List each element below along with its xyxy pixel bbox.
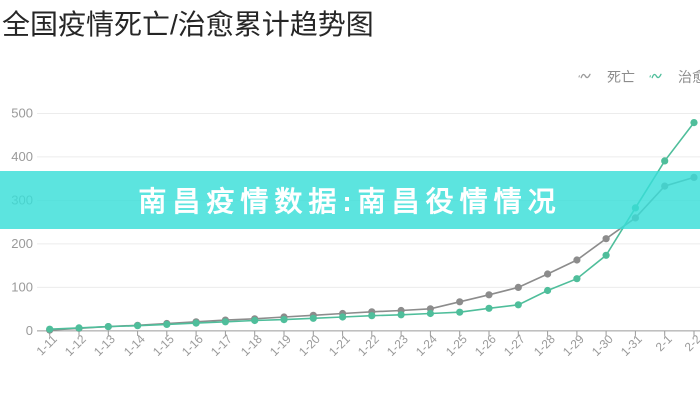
svg-text:100: 100: [11, 279, 33, 294]
svg-text:500: 500: [11, 106, 33, 121]
svg-text:200: 200: [11, 236, 33, 251]
svg-text:400: 400: [11, 149, 33, 164]
